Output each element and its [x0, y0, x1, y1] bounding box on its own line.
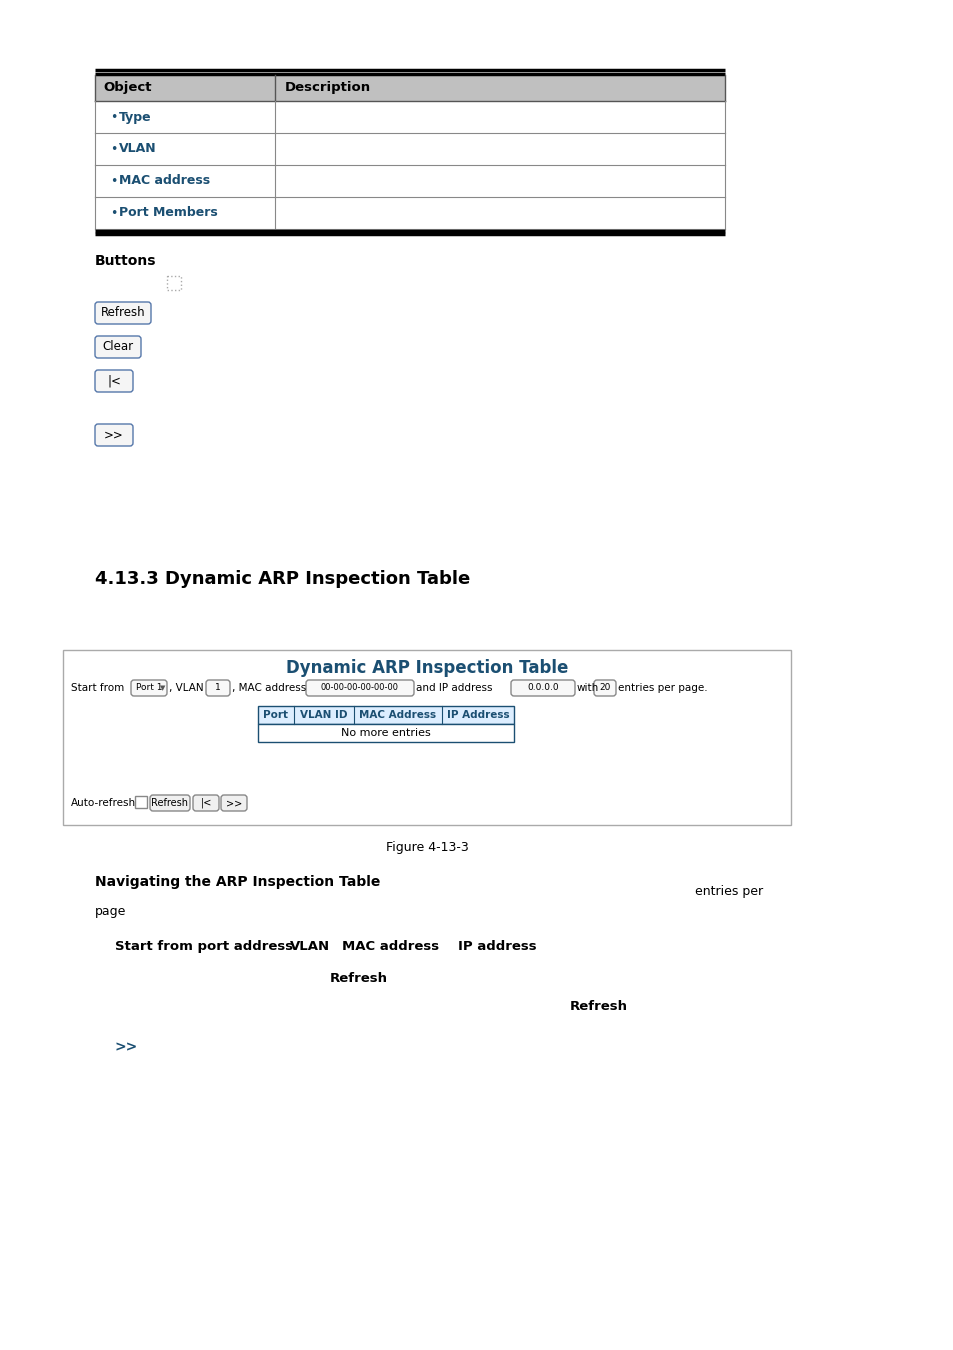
Text: Refresh: Refresh: [101, 306, 145, 320]
Text: Start from port address: Start from port address: [115, 940, 293, 953]
Bar: [167, 275, 181, 290]
Text: with: with: [577, 683, 598, 693]
FancyBboxPatch shape: [193, 795, 219, 811]
Text: ▼: ▼: [160, 684, 166, 691]
Text: Figure 4-13-3: Figure 4-13-3: [385, 841, 468, 853]
Text: Type: Type: [119, 111, 152, 123]
Text: Navigating the ARP Inspection Table: Navigating the ARP Inspection Table: [95, 875, 380, 890]
Text: •: •: [110, 111, 117, 123]
Text: IP Address: IP Address: [446, 710, 509, 720]
Text: Description: Description: [285, 81, 371, 95]
Text: , MAC address: , MAC address: [232, 683, 306, 693]
Text: •: •: [110, 207, 117, 220]
Text: Dynamic ARP Inspection Table: Dynamic ARP Inspection Table: [286, 659, 568, 676]
Text: •: •: [110, 143, 117, 155]
Text: IP address: IP address: [457, 940, 536, 953]
Text: Buttons: Buttons: [95, 254, 156, 269]
Text: page: page: [95, 904, 126, 918]
FancyBboxPatch shape: [206, 680, 230, 697]
Text: VLAN: VLAN: [119, 143, 156, 155]
Text: Port: Port: [263, 710, 288, 720]
FancyBboxPatch shape: [306, 680, 414, 697]
Text: Refresh: Refresh: [152, 798, 189, 809]
Text: , VLAN: , VLAN: [169, 683, 203, 693]
Text: Port 1: Port 1: [135, 683, 162, 693]
Text: |<: |<: [200, 798, 212, 809]
Text: Port Members: Port Members: [119, 207, 217, 220]
Text: >>: >>: [115, 1040, 138, 1054]
Text: 1: 1: [214, 683, 221, 693]
Bar: [257, 724, 514, 742]
Text: MAC Address: MAC Address: [359, 710, 436, 720]
Text: MAC address: MAC address: [119, 174, 210, 188]
Bar: [135, 796, 147, 809]
Text: MAC address: MAC address: [341, 940, 438, 953]
FancyBboxPatch shape: [95, 336, 141, 358]
FancyBboxPatch shape: [95, 424, 132, 446]
FancyBboxPatch shape: [131, 680, 167, 697]
Text: Object: Object: [103, 81, 152, 95]
Text: 0.0.0.0: 0.0.0.0: [527, 683, 558, 693]
Text: |<: |<: [107, 374, 121, 387]
Text: 4.13.3 Dynamic ARP Inspection Table: 4.13.3 Dynamic ARP Inspection Table: [95, 570, 470, 589]
FancyBboxPatch shape: [150, 795, 190, 811]
Text: Auto-refresh: Auto-refresh: [71, 798, 136, 809]
Text: Clear: Clear: [102, 340, 133, 354]
Text: •: •: [110, 174, 117, 188]
Text: and IP address: and IP address: [416, 683, 492, 693]
Text: entries per: entries per: [695, 886, 762, 898]
Text: Start from: Start from: [71, 683, 124, 693]
Bar: [257, 706, 514, 724]
FancyBboxPatch shape: [95, 302, 151, 324]
Text: entries per page.: entries per page.: [618, 683, 707, 693]
Text: No more entries: No more entries: [341, 728, 431, 738]
Text: Refresh: Refresh: [569, 1000, 627, 1012]
Text: VLAN ID: VLAN ID: [300, 710, 348, 720]
Text: >>: >>: [104, 428, 124, 441]
Text: 00-00-00-00-00-00: 00-00-00-00-00-00: [320, 683, 398, 693]
Text: 20: 20: [598, 683, 610, 693]
FancyBboxPatch shape: [594, 680, 616, 697]
FancyBboxPatch shape: [95, 370, 132, 392]
Bar: [95, 76, 724, 101]
Text: Refresh: Refresh: [330, 972, 388, 986]
Text: >>: >>: [226, 798, 242, 809]
FancyBboxPatch shape: [221, 795, 247, 811]
Bar: [63, 649, 790, 825]
FancyBboxPatch shape: [511, 680, 575, 697]
Text: VLAN: VLAN: [290, 940, 330, 953]
